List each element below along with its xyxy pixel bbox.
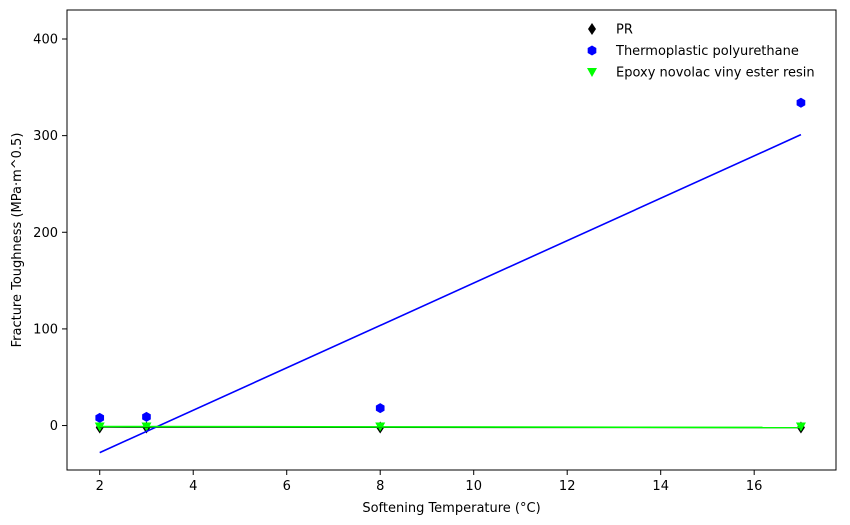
data-point — [796, 97, 806, 108]
x-tick-label: 6 — [283, 479, 291, 494]
x-tick-label: 10 — [465, 479, 482, 494]
legend-item: Epoxy novolac viny ester resin — [587, 66, 815, 81]
x-axis-label: Softening Temperature (°C) — [362, 501, 540, 516]
y-tick-label: 400 — [33, 32, 58, 47]
x-axis: 2 4 6 8 10 12 14 16 — [96, 470, 763, 494]
x-tick-label: 16 — [746, 479, 763, 494]
legend-label: PR — [616, 23, 633, 38]
trend-line-3 — [99, 425, 801, 429]
x-tick-label: 8 — [376, 479, 384, 494]
legend-item: PR — [588, 23, 633, 38]
x-tick-label: 4 — [189, 479, 197, 494]
y-tick-label: 300 — [33, 129, 58, 144]
legend-label: Epoxy novolac viny ester resin — [616, 66, 815, 81]
legend: PR Thermoplastic polyurethane Epoxy novola… — [587, 23, 815, 81]
x-tick-label: 14 — [652, 479, 669, 494]
legend-marker — [587, 45, 597, 56]
y-tick-label: 100 — [33, 322, 58, 337]
legend-item: Thermoplastic polyurethane — [587, 44, 799, 59]
plot-area — [94, 97, 806, 454]
x-tick-label: 2 — [96, 479, 104, 494]
legend-marker — [588, 23, 596, 35]
data-point — [95, 412, 105, 423]
data-point — [375, 403, 385, 414]
legend-label: Thermoplastic polyurethane — [615, 44, 799, 59]
trend-line-2 — [99, 133, 802, 454]
y-axis-label: Fracture Toughness (MPa·m^0.5) — [10, 133, 25, 348]
legend-marker — [587, 68, 597, 77]
x-tick-label: 12 — [559, 479, 576, 494]
y-axis: 0 100 200 300 400 — [33, 32, 67, 434]
y-tick-label: 200 — [33, 226, 58, 241]
data-point — [142, 411, 151, 422]
plot-frame — [66, 9, 837, 471]
series-2 — [95, 97, 806, 423]
y-tick-label: 0 — [50, 419, 58, 434]
